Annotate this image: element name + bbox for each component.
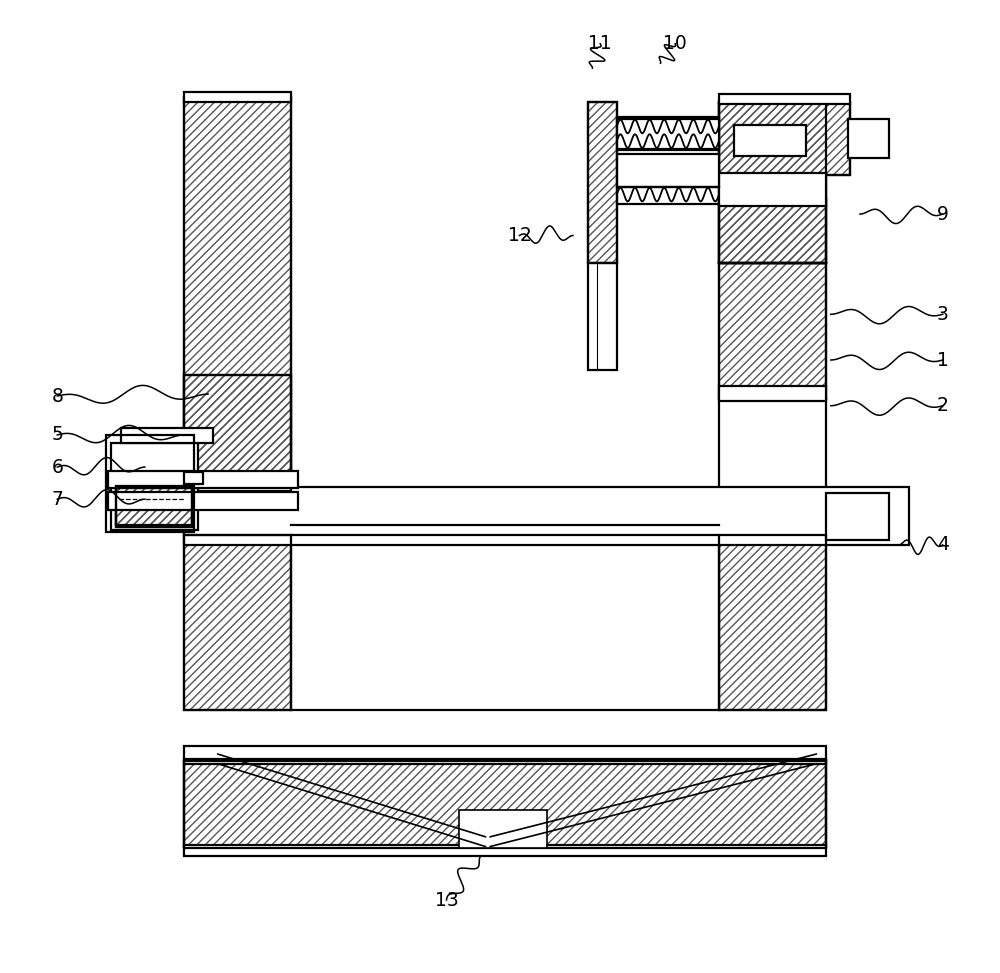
Bar: [734, 125, 806, 156]
Bar: [719, 399, 826, 530]
Bar: [106, 435, 194, 532]
Bar: [719, 535, 826, 710]
Bar: [719, 102, 826, 263]
Bar: [588, 102, 617, 263]
Text: 3: 3: [937, 305, 949, 324]
Bar: [459, 810, 547, 848]
Bar: [617, 117, 719, 150]
Bar: [719, 535, 826, 710]
Bar: [116, 486, 192, 527]
Bar: [184, 761, 826, 847]
Bar: [719, 102, 850, 175]
Text: 10: 10: [663, 34, 687, 54]
Bar: [719, 199, 826, 263]
Text: 8: 8: [51, 386, 63, 406]
Bar: [116, 488, 192, 525]
Text: 7: 7: [51, 489, 63, 509]
Bar: [116, 486, 192, 527]
Text: 1: 1: [937, 350, 949, 370]
Bar: [719, 263, 826, 399]
Bar: [719, 263, 826, 399]
Bar: [108, 492, 298, 510]
Bar: [121, 428, 213, 443]
Text: 9: 9: [937, 204, 949, 224]
Bar: [184, 759, 826, 848]
Bar: [116, 488, 192, 525]
Bar: [719, 263, 826, 399]
Bar: [184, 97, 291, 530]
Bar: [184, 375, 291, 491]
Bar: [719, 102, 850, 175]
Bar: [184, 535, 291, 710]
Bar: [184, 746, 826, 764]
Bar: [184, 535, 291, 710]
Bar: [184, 92, 291, 102]
Bar: [719, 102, 826, 263]
Bar: [116, 488, 192, 525]
Bar: [719, 386, 826, 401]
Bar: [719, 94, 850, 104]
Text: 2: 2: [937, 396, 949, 415]
Bar: [184, 845, 826, 856]
Bar: [184, 486, 909, 545]
Bar: [719, 102, 826, 263]
Bar: [617, 154, 719, 187]
Bar: [184, 375, 291, 491]
Bar: [719, 535, 826, 710]
Bar: [184, 535, 291, 710]
Text: 4: 4: [937, 535, 949, 555]
Bar: [184, 472, 203, 484]
Bar: [588, 102, 617, 263]
Text: 6: 6: [51, 457, 63, 477]
Bar: [291, 535, 719, 710]
Text: 13: 13: [435, 890, 458, 910]
Text: 11: 11: [588, 34, 612, 54]
Bar: [108, 471, 298, 488]
Bar: [588, 263, 617, 370]
Text: 5: 5: [51, 425, 63, 445]
Bar: [848, 119, 889, 158]
Bar: [588, 102, 617, 263]
Bar: [719, 102, 850, 175]
Bar: [184, 761, 826, 847]
Bar: [719, 173, 826, 206]
Bar: [826, 493, 889, 540]
Bar: [719, 199, 826, 263]
Bar: [184, 97, 291, 530]
Bar: [116, 486, 192, 527]
Bar: [111, 443, 198, 530]
Bar: [184, 375, 291, 491]
Bar: [719, 199, 826, 263]
Bar: [184, 97, 291, 530]
Text: 12: 12: [508, 226, 531, 245]
Bar: [184, 761, 826, 847]
